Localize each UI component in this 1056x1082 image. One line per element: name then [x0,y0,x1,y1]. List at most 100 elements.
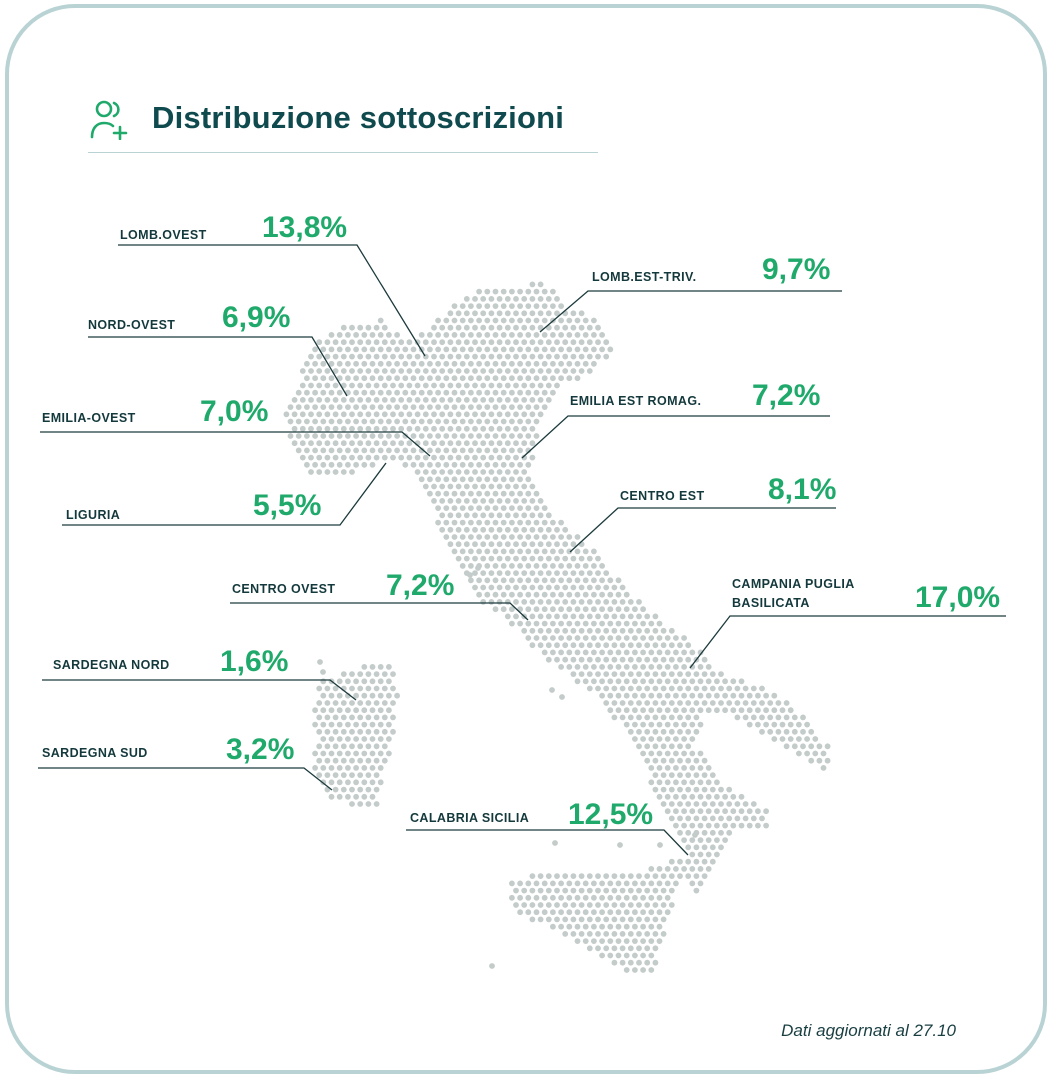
map-dot [513,498,519,504]
map-dot [316,440,323,447]
leader-sardegna-nord [42,679,357,701]
map-dot [472,512,478,519]
map-dot [812,736,819,742]
map-dot [611,959,618,966]
map-dot [578,902,585,908]
map-dot [476,577,482,584]
map-dot [632,938,638,944]
map-dot [443,490,450,497]
map-dot [623,591,630,598]
map-dot [357,411,364,418]
map-dot [529,570,536,576]
map-dot [427,418,433,425]
map-dot [463,483,470,490]
map-dot [353,360,359,367]
map-dot [554,555,560,562]
map-dot [394,346,400,353]
map-dot [730,808,737,815]
map-dot [472,353,478,360]
map-dot [619,599,626,605]
map-dot [451,505,458,511]
map-dot [484,461,491,468]
map-dot [693,858,700,865]
map-dot [451,303,458,309]
map-dot [468,332,474,338]
map-dot [451,461,458,468]
map-dot [677,772,683,778]
map-dot [615,678,622,685]
map-dot [529,526,536,533]
map-dot [328,765,335,771]
map-dot [340,786,347,793]
map-dot [365,772,372,778]
map-dot [336,389,343,396]
map-dot [513,902,519,908]
map-dot [759,728,765,735]
map-dot [476,317,482,324]
map-dot [558,375,564,382]
map-dot [709,700,716,706]
map-dot [599,664,605,670]
map-dot [357,339,364,346]
map-dot [574,332,581,338]
map-dot [644,916,651,923]
map-dot [447,397,454,403]
map-dot [492,505,499,511]
map-dot [427,404,433,410]
map-dot [537,902,544,908]
map-dot [652,685,659,692]
map-dot [472,526,478,533]
map-dot [353,692,359,699]
map-dot [755,721,761,728]
map-dot [554,368,560,374]
map-dot [529,642,536,649]
map-dot [570,916,577,923]
map-dot [697,649,704,656]
map-dot [357,757,364,764]
map-dot [459,317,466,324]
map-dot [533,563,540,569]
map-dot [472,469,478,475]
map-dot [648,923,655,930]
map-dot [336,461,343,468]
map-dot [312,404,318,410]
map-dot [619,931,626,937]
map-dot [623,606,630,613]
map-dot [435,447,441,454]
map-dot [656,664,663,670]
map-dot [632,635,638,641]
map-dot [636,931,642,937]
map-dot [517,447,523,454]
user-plus-icon [90,100,128,140]
map-dot [541,606,548,613]
map-dot [361,750,368,757]
map-dot [357,685,364,692]
map-dot [484,332,491,338]
map-dot [410,447,417,454]
map-dot [656,620,663,627]
map-dot [468,418,474,425]
map-dot [714,822,720,829]
map-dot [701,873,708,879]
map-dot [488,296,495,302]
map-dot [697,793,704,800]
map-dot [677,815,683,822]
map-dot [619,584,626,591]
map-dot [283,411,290,418]
map-dot [599,692,605,699]
map-dot [427,461,433,468]
map-dot [463,397,470,403]
map-dot [668,858,675,865]
map-dot [336,375,343,382]
map-dot [324,469,331,475]
map-dot [578,671,585,677]
map-dot [410,375,417,382]
map-dot [488,397,495,403]
map-dot [386,433,392,439]
map-dot [586,931,593,937]
map-dot [550,880,556,887]
map-dot [681,707,687,714]
map-dot [414,353,421,360]
map-dot [763,721,769,728]
map-dot [472,411,478,418]
